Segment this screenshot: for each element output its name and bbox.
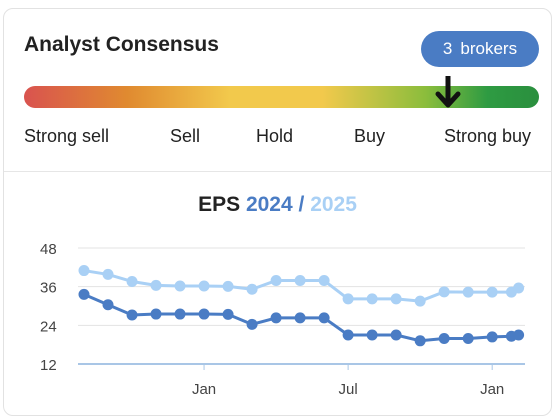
series-2024-point: [390, 329, 402, 341]
series-2025-point: [438, 286, 450, 298]
series-2024-point: [513, 329, 525, 341]
series-2024-point: [198, 308, 210, 320]
series-2024-point: [318, 312, 330, 324]
series-2024-point: [462, 333, 474, 345]
series-2025-point: [342, 293, 354, 305]
series-2025-point: [462, 286, 474, 298]
brokers-count: 3: [442, 39, 453, 58]
y-tick-label: 36: [40, 280, 57, 297]
series-2025-point: [102, 268, 114, 280]
series-2025-point: [246, 283, 258, 295]
series-2024-point: [150, 308, 162, 320]
series-2024-point: [486, 331, 498, 343]
series-2024-point: [246, 318, 258, 330]
series-2024-point: [414, 335, 426, 347]
series-2024-point: [438, 333, 450, 345]
series-2025-point: [390, 293, 402, 305]
section-divider: [4, 171, 551, 172]
series-2024-point: [222, 308, 234, 320]
brokers-badge[interactable]: 3 brokers: [421, 31, 539, 67]
x-tick-label: Jan: [480, 381, 504, 398]
series-2025-point: [174, 280, 186, 292]
series-2024-point: [126, 309, 138, 321]
eps-separator: /: [298, 193, 305, 216]
gauge-label-hold: Hold: [256, 126, 294, 146]
series-2025-point: [294, 275, 306, 287]
eps-label: EPS: [198, 193, 241, 216]
series-2025-point: [150, 279, 162, 291]
card-title: Analyst Consensus: [24, 33, 219, 56]
series-2025-point: [486, 286, 498, 298]
gauge-label-strong-buy: Strong buy: [444, 126, 532, 146]
eps-line-chart: 12 24 36 48 Jan Jul Jan: [40, 241, 525, 398]
series-2025-point: [270, 275, 282, 287]
series-2025-point: [513, 282, 525, 294]
series-2025-point: [366, 293, 378, 305]
series-2024-point: [342, 329, 354, 341]
x-tick-label: Jan: [192, 381, 216, 398]
y-tick-label: 48: [40, 241, 57, 258]
series-2025-point: [318, 275, 330, 287]
series-2024-point: [102, 299, 114, 311]
gauge-label-buy: Buy: [354, 126, 386, 146]
series-2025-point: [78, 265, 90, 277]
series-2024-point: [270, 312, 282, 324]
consensus-gauge-bar: [24, 86, 539, 108]
gauge-label-strong-sell: Strong sell: [24, 126, 110, 146]
eps-year-2025[interactable]: 2025: [310, 193, 357, 216]
gauge-label-sell: Sell: [170, 126, 201, 146]
series-2025-point: [222, 280, 234, 292]
series-2024-point: [294, 312, 306, 324]
series-2025-point: [198, 280, 210, 292]
eps-year-2024[interactable]: 2024: [245, 193, 293, 216]
y-tick-label: 24: [40, 318, 57, 335]
series-2024-point: [174, 308, 186, 320]
series-2024-point: [366, 329, 378, 341]
series-2025-point: [414, 295, 426, 307]
arrow-down-icon: [435, 76, 461, 108]
eps-chart-title: EPS 2024 / 2025: [4, 193, 551, 217]
series-2025-point: [126, 276, 138, 288]
analyst-consensus-card: Analyst Consensus 3 brokers Strong sell …: [3, 8, 552, 416]
brokers-label: brokers: [460, 39, 518, 58]
series-2024-point: [78, 288, 90, 300]
y-tick-label: 12: [40, 357, 57, 374]
x-tick-label: Jul: [339, 381, 358, 398]
